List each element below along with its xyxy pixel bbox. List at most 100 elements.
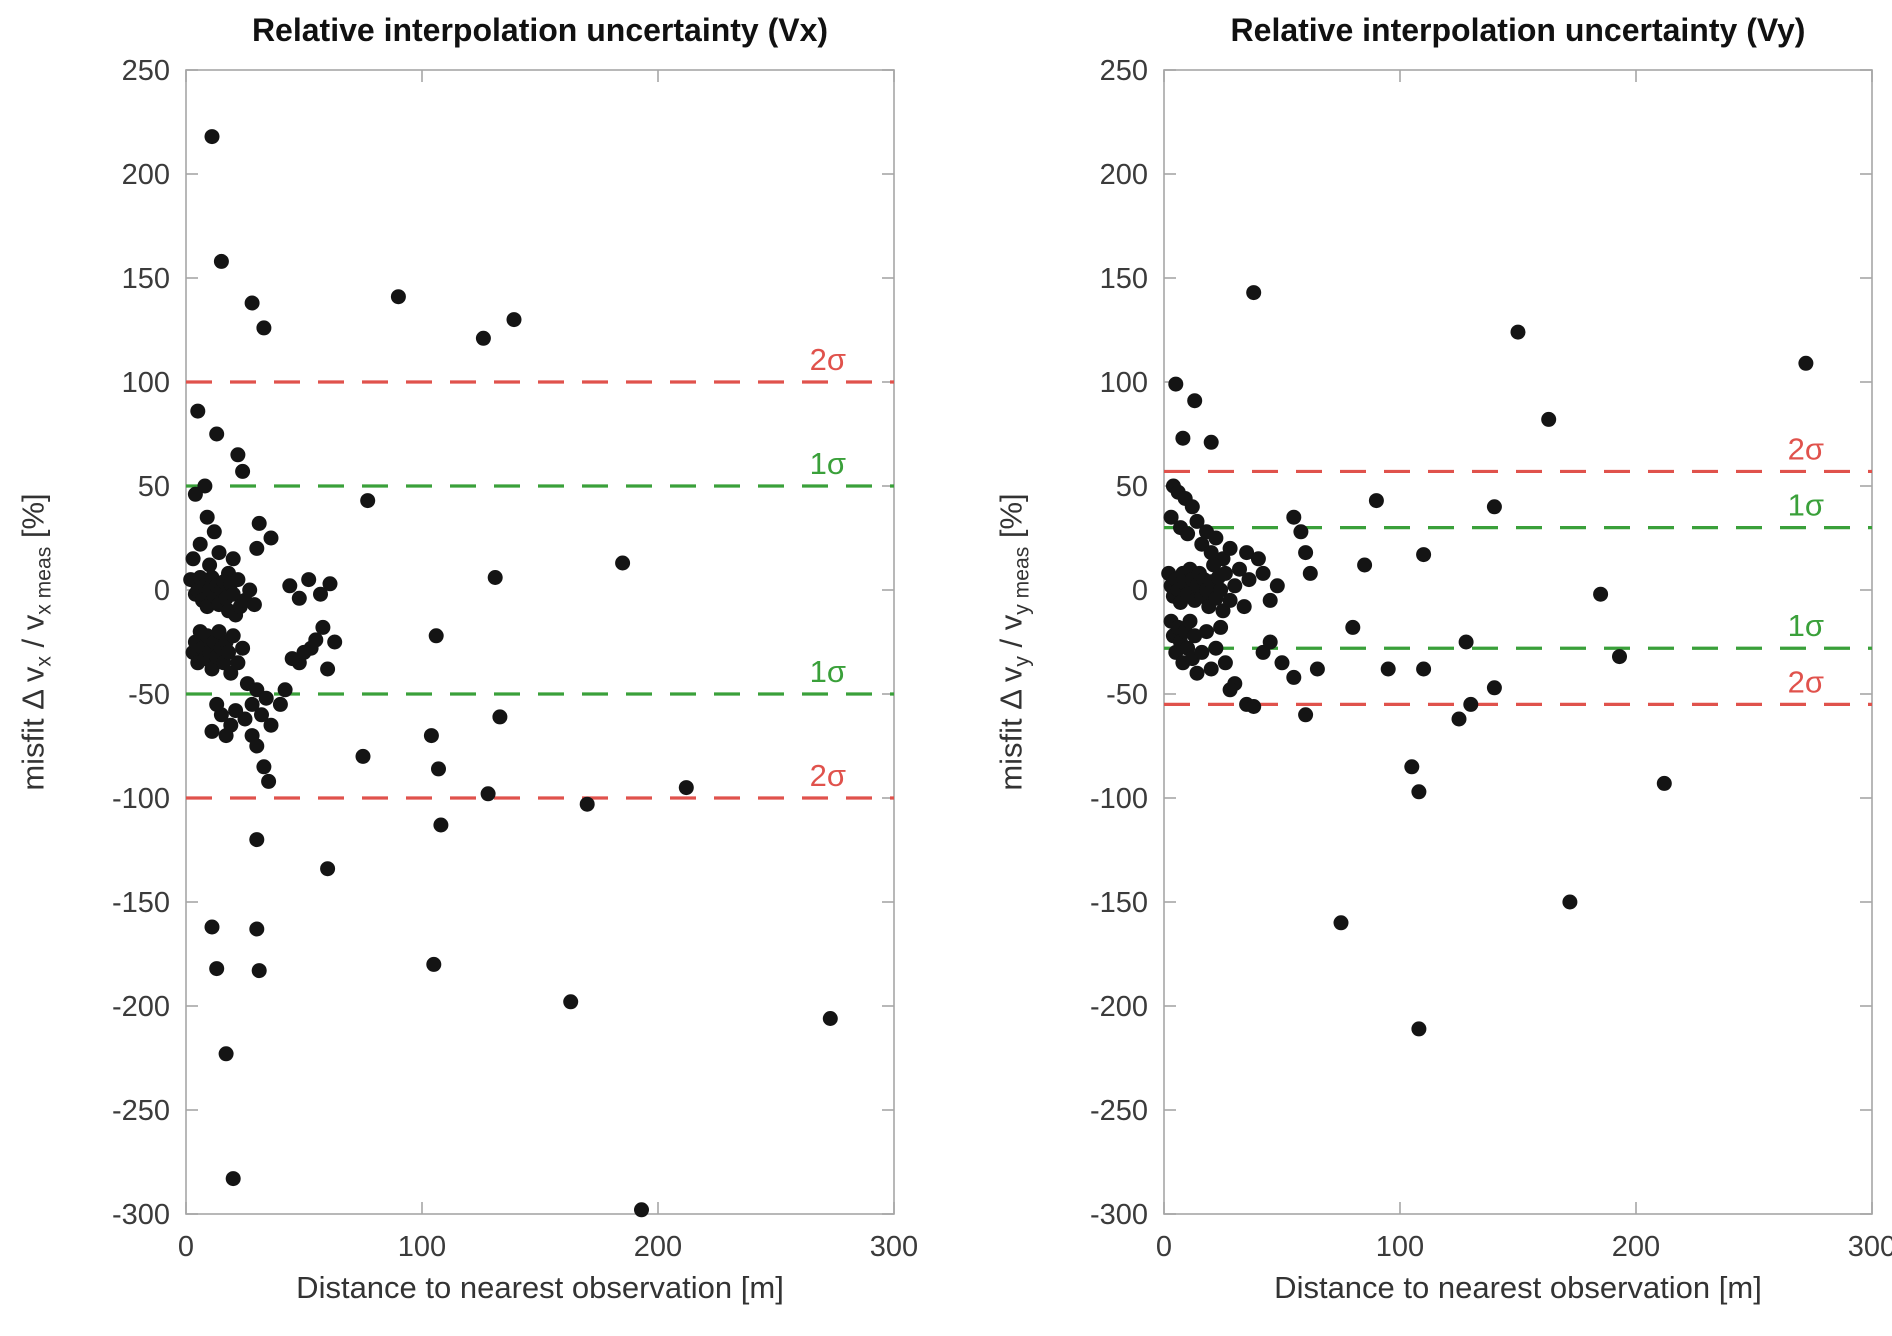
y-tick-label: 50 [138,471,170,503]
x-tick-label: 0 [1156,1231,1172,1263]
x-tick-label: 200 [634,1231,682,1263]
data-point [284,651,300,667]
data-point [426,956,442,972]
left-y-axis-label: misfit Δ vx / vx meas [%] [15,493,56,790]
data-point [1562,894,1578,910]
data-point [230,655,246,671]
data-point [1217,565,1233,581]
sigma-label: 1σ [1788,608,1824,643]
axes-box [1163,69,1873,1215]
data-point [308,632,324,648]
data-point [218,1046,234,1062]
data-point [475,330,491,346]
data-point [1309,661,1325,677]
y-tick-label: -100 [112,783,170,815]
data-point [1182,613,1198,629]
x-tick-label: 100 [398,1231,446,1263]
data-point [1236,599,1252,615]
data-point [678,780,694,796]
y-tick-label: 50 [1116,471,1148,503]
y-axis-label-segment: y meas [1010,546,1034,615]
data-point [1368,493,1384,509]
data-point [199,509,215,525]
data-point [296,644,312,660]
data-point [1411,784,1427,800]
data-point [320,861,336,877]
data-point [1227,578,1243,594]
data-point [263,717,279,733]
data-point [313,586,328,602]
y-tick-label: 200 [1100,159,1148,191]
right-x-axis-label: Distance to nearest observation [m] [1274,1270,1762,1305]
axes-box [185,69,895,1215]
y-tick-label: 0 [154,575,170,607]
data-point [506,312,522,328]
data-point [322,576,338,592]
left-chart-title: Relative interpolation uncertainty (Vx) [251,12,829,48]
data-point [1463,696,1479,712]
data-point [355,748,371,764]
data-point [225,1171,241,1187]
data-point [277,682,293,698]
data-point [263,530,279,546]
data-point [213,253,229,269]
data-point [1293,524,1309,540]
data-point [492,709,508,725]
data-point [390,289,406,305]
data-point [1416,661,1432,677]
data-point [1458,634,1474,650]
data-point [1250,551,1266,567]
data-point [1274,655,1290,671]
y-tick-label: 250 [1100,55,1148,87]
data-point [218,728,234,744]
data-point [320,661,336,677]
data-point [249,832,265,848]
data-point [1286,509,1302,525]
data-point [431,761,446,777]
data-point [634,1202,649,1218]
y-tick-label: -100 [1090,783,1148,815]
data-point [251,963,267,979]
data-point [1241,572,1257,588]
y-axis-label-segment: [%] [15,493,51,547]
data-point [487,570,503,585]
right-chart-title: Relative interpolation uncertainty (Vy) [1230,12,1806,48]
data-point [209,961,225,977]
y-axis-label-segment: / v [15,614,51,657]
y-tick-label: -150 [112,887,170,919]
data-point [1298,707,1314,723]
y-tick-label: -250 [1090,1095,1148,1127]
y-tick-label: -250 [112,1095,170,1127]
data-point [1175,430,1191,446]
data-point [1286,669,1302,685]
data-point [1298,545,1314,561]
data-point [204,129,220,145]
data-point [190,403,206,419]
data-point [261,773,277,789]
data-point [1187,628,1203,644]
data-point [291,590,307,606]
data-point [1232,561,1247,577]
data-point [256,320,272,336]
data-point [1199,624,1214,640]
y-tick-label: 150 [1100,263,1148,295]
data-point [360,493,376,509]
y-axis-label-segment: / v [993,614,1029,657]
data-point [1593,586,1609,602]
data-point [1451,711,1467,727]
data-point [225,628,241,644]
y-axis-label-segment: x [32,656,56,667]
data-point [258,690,274,706]
chart-panel-vy: 0 100 200 300 -300 -250 -200 -150 -100 -50 0 50 100 1… [1090,55,1892,1263]
data-point [1213,619,1229,635]
data-point [1612,649,1627,665]
data-point [251,515,267,531]
data-point [206,524,222,540]
data-point [1486,680,1502,696]
data-point [822,1011,838,1026]
x-tick-label: 200 [1612,1231,1660,1263]
y-axis-label-segment: [%] [993,493,1029,547]
data-point [1213,582,1229,598]
data-point [423,728,439,744]
data-point [202,557,218,573]
